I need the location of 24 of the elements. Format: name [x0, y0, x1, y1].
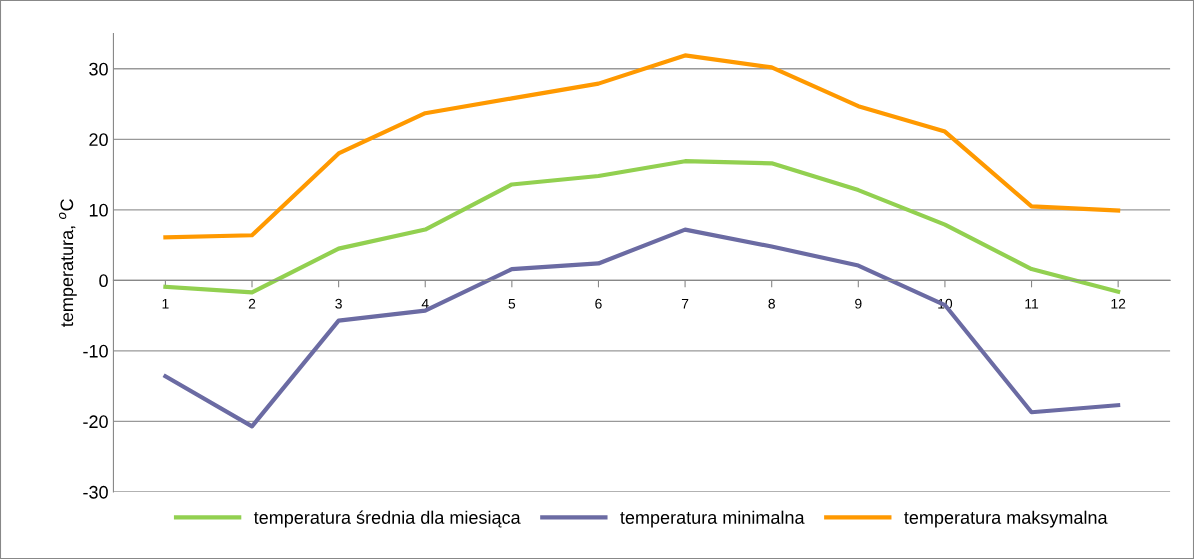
line-series [163, 53, 1121, 240]
x-tick-label: 2 [248, 298, 256, 309]
x-tick-label: 8 [768, 298, 775, 309]
x-tick-label: 5 [508, 298, 516, 309]
x-tick-label: 11 [1025, 298, 1039, 309]
y-tick-label: -20 [83, 415, 108, 429]
legend-label: temperatura minimalna [620, 510, 805, 528]
legend-label: temperatura średnia dla miesiąca [253, 510, 521, 528]
y-tick-label: -10 [83, 344, 108, 358]
x-tick-label: 1 [162, 298, 169, 309]
x-tick-label: 6 [595, 298, 602, 309]
x-tick-label: 4 [421, 298, 429, 309]
y-tick-label: 0 [99, 274, 108, 288]
x-tick-label: 9 [855, 298, 862, 309]
x-tick-label: 3 [335, 298, 342, 309]
legend-label: temperatura maksymalna [904, 510, 1108, 528]
y-tick-label: 20 [89, 133, 108, 147]
y-axis-title: temperatura, $^{o}$C [59, 199, 77, 327]
x-tick-label: 7 [681, 298, 689, 309]
line-series [163, 159, 1121, 295]
x-tick-label: 12 [1111, 298, 1126, 309]
y-tick-label: 30 [89, 62, 108, 76]
y-tick-label: -30 [83, 485, 108, 499]
y-tick-label: 10 [89, 203, 108, 217]
